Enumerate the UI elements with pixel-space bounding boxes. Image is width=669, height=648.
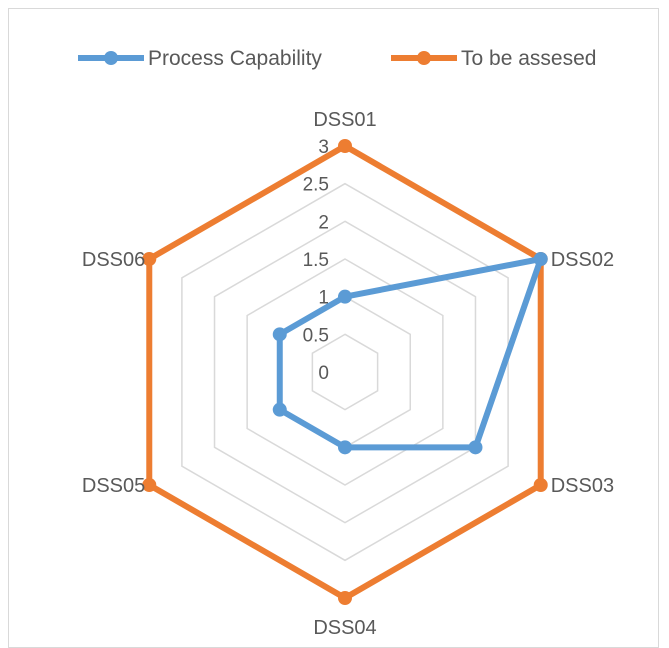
grid-ring xyxy=(213,220,477,524)
legend-marker xyxy=(104,51,118,65)
data-point xyxy=(468,440,483,455)
data-point xyxy=(338,591,352,605)
chart-area xyxy=(8,8,659,648)
series-process-capability xyxy=(272,252,548,455)
radar-grid xyxy=(148,145,542,599)
tick-label: 2.5 xyxy=(303,175,329,196)
data-point xyxy=(142,252,157,266)
legend-entry: To be assesed xyxy=(391,47,596,70)
series-to-be-assesed xyxy=(142,139,548,605)
legend: Process Capability To be assesed xyxy=(78,47,596,70)
data-point xyxy=(338,139,352,153)
data-point xyxy=(142,478,157,492)
grid-ring xyxy=(148,145,542,599)
data-point xyxy=(533,478,548,492)
grid-ring xyxy=(246,258,444,486)
series-layer xyxy=(142,139,548,605)
data-point xyxy=(272,402,287,417)
grid-ring xyxy=(181,182,509,562)
series-line xyxy=(146,143,544,601)
category-label: DSS03 xyxy=(551,475,614,497)
legend-entry: Process Capability xyxy=(78,47,322,70)
legend-marker xyxy=(417,51,431,65)
data-point xyxy=(338,289,352,304)
tick-label: 0 xyxy=(318,363,329,384)
category-label: DSS06 xyxy=(82,249,145,271)
category-label: DSS05 xyxy=(82,475,145,497)
grid-ring xyxy=(311,333,379,411)
legend-label: To be assesed xyxy=(461,47,596,70)
tick-label: 3 xyxy=(318,137,329,158)
radial-tick-labels: 0 0.5 1 1.5 2 2.5 3 xyxy=(303,137,329,384)
grid-ring xyxy=(279,295,411,449)
tick-label: 0.5 xyxy=(303,325,329,346)
tick-label: 2 xyxy=(318,212,329,233)
tick-label: 1 xyxy=(318,288,329,309)
tick-label: 1.5 xyxy=(303,250,329,271)
data-point xyxy=(533,252,548,266)
category-label: DSS04 xyxy=(313,617,376,639)
data-point xyxy=(338,440,352,455)
category-label: DSS02 xyxy=(551,249,614,271)
data-point xyxy=(272,327,287,342)
category-label: DSS01 xyxy=(313,109,376,131)
category-labels: DSS01 DSS02 DSS03 DSS04 DSS05 DSS06 xyxy=(82,109,614,639)
legend-label: Process Capability xyxy=(148,47,322,70)
